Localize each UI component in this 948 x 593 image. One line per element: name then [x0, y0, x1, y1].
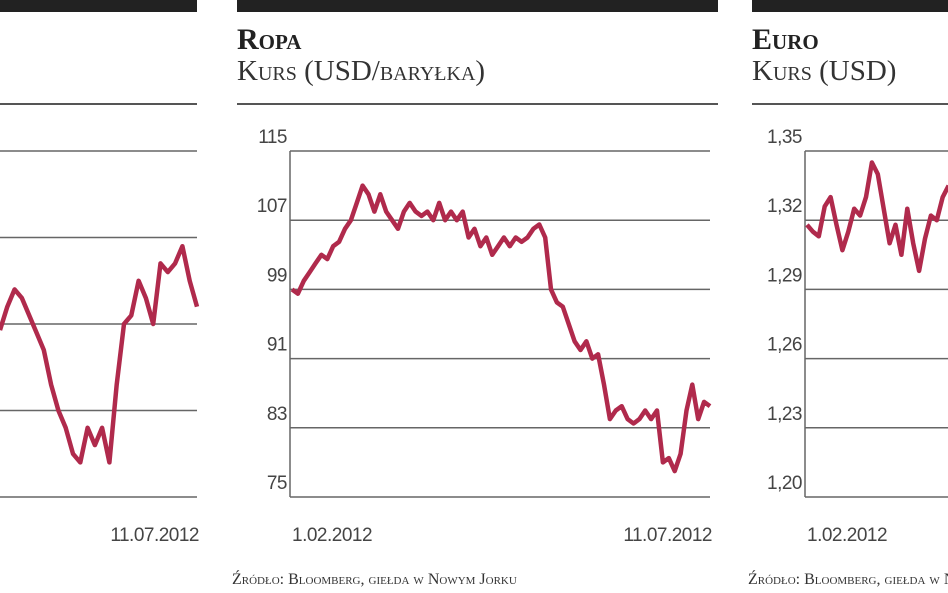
chart-subtitle: Kurs (USD)	[752, 55, 896, 87]
chart-subtitle: Kurs (USD/baryłka)	[237, 55, 485, 87]
source: Źródło: Bloomberg, giełda w Nowym Jorku	[232, 569, 517, 588]
source: Źródło: Bloomberg, giełda w Nowym Jorku	[748, 569, 948, 588]
series-line	[805, 160, 948, 274]
left-grid	[0, 150, 197, 498]
x-tick-label: 1.02.2012	[807, 525, 887, 546]
header-bar	[0, 0, 197, 12]
chart-title: Euro	[752, 23, 819, 56]
y-tick-label: 1,23	[767, 404, 802, 425]
y-tick-label: 99	[267, 265, 287, 286]
y-tick-label: 1,20	[767, 473, 802, 494]
header-bar	[752, 0, 948, 12]
x-tick-label: 11.07.2012	[110, 525, 199, 546]
x-tick-label: 1.02.2012	[292, 525, 372, 546]
y-tick-label: 115	[258, 127, 287, 148]
chart-title: Ropa	[237, 23, 302, 56]
x-tick-label: 11.07.2012	[623, 525, 712, 546]
series-line	[290, 183, 712, 474]
y-tick-label: 91	[267, 335, 287, 356]
series-line	[0, 243, 200, 465]
y-tick-label: 107	[257, 196, 287, 217]
y-tick-label: 75	[267, 473, 287, 494]
y-tick-label: 1,29	[767, 265, 802, 286]
y-tick-label: 83	[267, 404, 287, 425]
y-tick-label: 1,26	[767, 335, 802, 356]
header-bar	[237, 0, 718, 12]
y-tick-label: 1,32	[767, 196, 802, 217]
y-tick-label: 1,35	[767, 127, 802, 148]
